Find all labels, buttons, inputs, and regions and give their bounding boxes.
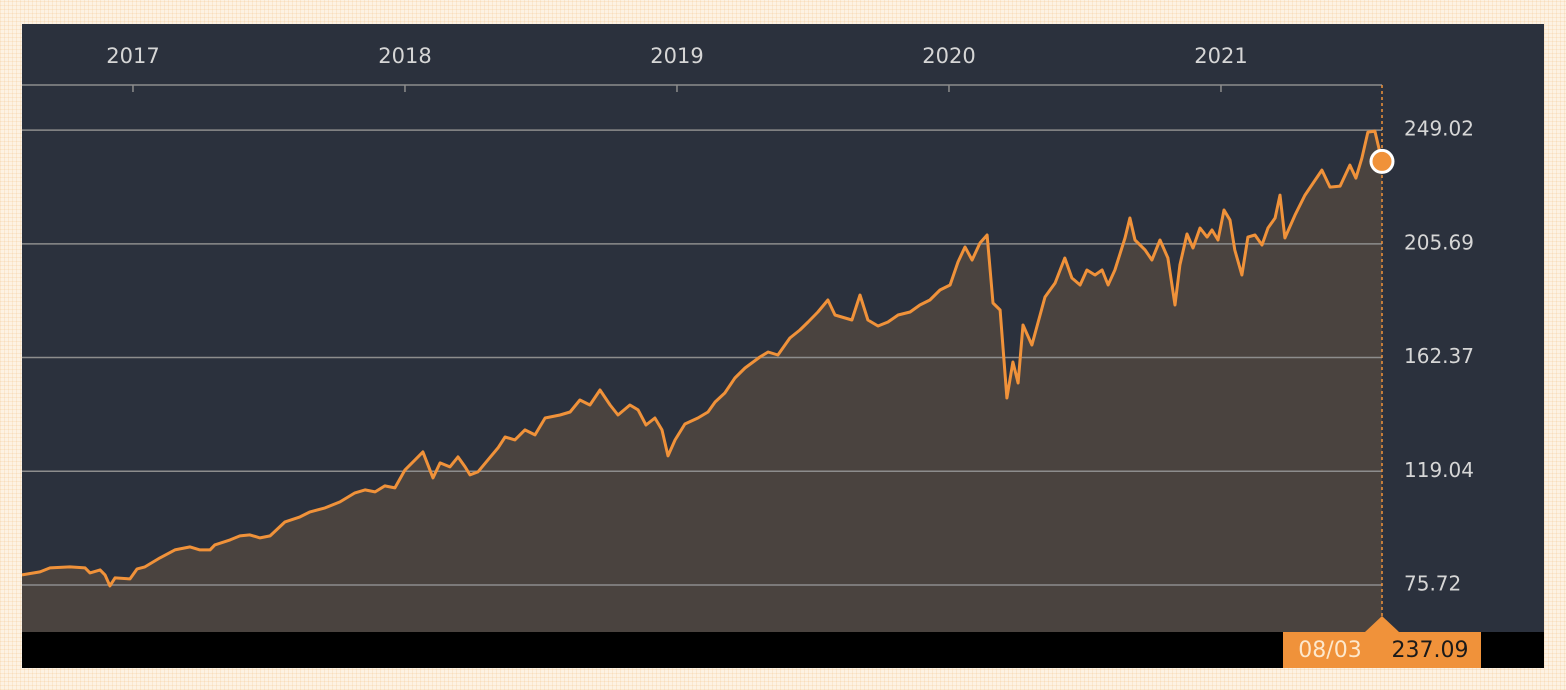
last-value: 237.09 — [1392, 638, 1469, 663]
last-date: 08/03 — [1298, 638, 1361, 663]
x-tick-label: 2017 — [106, 44, 159, 68]
x-tick-label: 2021 — [1194, 44, 1247, 68]
x-tick-label: 2018 — [378, 44, 431, 68]
y-tick-label: 205.69 — [1404, 230, 1474, 254]
price-line — [21, 129, 1384, 588]
last-label-box — [1283, 632, 1481, 668]
last-label-pointer — [1365, 616, 1399, 632]
y-tick-label: 162.37 — [1404, 344, 1474, 368]
last-point — [1369, 148, 1395, 174]
area — [22, 131, 1382, 632]
y-tick-label: 119.04 — [1404, 458, 1474, 482]
x-tick-label: 2020 — [922, 44, 975, 68]
y-tick-label: 249.02 — [1404, 117, 1474, 141]
y-tick-label: 75.72 — [1404, 571, 1461, 595]
x-tick-label: 2019 — [650, 44, 703, 68]
